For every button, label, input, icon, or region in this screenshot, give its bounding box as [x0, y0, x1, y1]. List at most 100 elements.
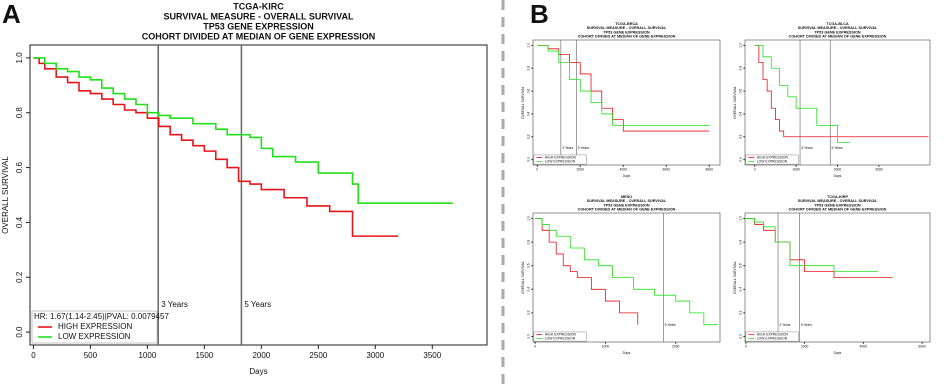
- x-tick-label: 0: [534, 345, 536, 349]
- y-axis-label: OVERALL SURVIVAL: [733, 86, 737, 119]
- year-marker-label: 3 Years: [161, 300, 188, 309]
- year-marker-label: 5 Years: [578, 146, 590, 150]
- legend-label: HIGH EXPRESSION: [545, 332, 577, 336]
- year-marker-label: 5 Years: [244, 300, 271, 309]
- legend-label: HIGH EXPRESSION: [757, 155, 789, 159]
- y-axis-label: OVERALL SURVIVAL: [733, 261, 737, 294]
- x-tick-label: 2000: [834, 168, 842, 172]
- legend-label: HIGH EXPRESSION: [545, 155, 577, 159]
- x-tick-label: 0: [754, 168, 756, 172]
- y-tick-label: 0.8: [739, 240, 743, 245]
- chart-title: TCGA-BLCA: [826, 22, 849, 26]
- chart-title: COHORT DIVIDED AT MEDIAN OF GENE EXPRESS…: [789, 35, 887, 39]
- chart-title: COHORT DIVIDED AT MEDIAN OF GENE EXPRESS…: [578, 35, 676, 39]
- chart-title: SURVIVAL MEASURE - OVERALL SURVIVAL: [587, 199, 667, 203]
- y-tick-label: 0.8: [527, 240, 531, 245]
- chart-title: SURVIVAL MEASURE - OVERALL SURVIVAL: [798, 26, 878, 30]
- x-axis-label: Days: [623, 174, 631, 178]
- x-tick-label: 1500: [195, 351, 213, 360]
- legend-box: [31, 310, 158, 344]
- x-axis-label: Days: [834, 174, 842, 178]
- x-tick-label: 1000: [138, 351, 156, 360]
- y-tick-label: 1.0: [739, 216, 743, 221]
- year-marker-label: 3 Years: [562, 146, 574, 150]
- legend-label: LOW EXPRESSION: [545, 337, 576, 341]
- x-axis-label: Days: [623, 351, 631, 355]
- y-tick-label: 0.0: [527, 157, 531, 162]
- y-axis-label: OVERALL SURVIVAL: [1, 156, 10, 234]
- y-tick-label: 0.2: [15, 271, 24, 283]
- panel-label: B: [530, 0, 549, 29]
- legend-label: LOW EXPRESSION: [757, 337, 788, 341]
- x-tick-label: 500: [84, 351, 98, 360]
- chart-title: TP53 GENE EXPRESSION: [203, 21, 314, 31]
- x-tick-label: 2500: [309, 351, 327, 360]
- plot-frame: [29, 44, 488, 346]
- legend-label: HIGH EXPRESSION: [58, 322, 132, 331]
- chart-title: SURVIVAL MEASURE - OVERALL SURVIVAL: [587, 26, 667, 30]
- x-tick-label: 2000: [252, 351, 270, 360]
- legend-box: [745, 154, 799, 165]
- year-marker-label: 3 Years: [801, 146, 813, 150]
- chart-title: COHORT DIVIDED AT MEDIAN OF GENE EXPRESS…: [789, 208, 887, 212]
- x-tick-label: 2000: [577, 168, 585, 172]
- y-tick-label: 0.4: [15, 216, 24, 228]
- x-tick-label: 2000: [801, 345, 809, 349]
- chart-title: SURVIVAL MEASURE - OVERALL SURVIVAL: [163, 11, 354, 21]
- y-tick-label: 0.0: [739, 157, 743, 162]
- year-marker-label: 5 Years: [832, 146, 844, 150]
- x-tick-label: 0: [745, 345, 747, 349]
- year-marker-label: 3 Years: [779, 323, 791, 327]
- chart-title: COHORT DIVIDED AT MEDIAN OF GENE EXPRESS…: [142, 31, 376, 41]
- chart-title: SURVIVAL MEASURE - OVERALL SURVIVAL: [798, 199, 878, 203]
- x-tick-label: 6000: [918, 345, 926, 349]
- legend-box: [533, 331, 587, 342]
- x-tick-label: 1000: [792, 168, 800, 172]
- x-tick-label: 8000: [706, 168, 714, 172]
- y-tick-label: 1.0: [15, 52, 24, 64]
- chart-title: TP53 GENE EXPRESSION: [603, 203, 650, 207]
- chart-title: TCGA-KIRC: [233, 1, 284, 11]
- chart-title: MESO: [621, 195, 632, 199]
- y-tick-label: 0.4: [527, 111, 531, 116]
- chart-title: TP53 GENE EXPRESSION: [814, 203, 861, 207]
- legend-box: [533, 154, 587, 165]
- legend-label: LOW EXPRESSION: [757, 160, 788, 164]
- y-tick-label: 0.4: [739, 287, 743, 292]
- survival-curve: [754, 44, 850, 143]
- chart-title: TP53 GENE EXPRESSION: [603, 30, 650, 34]
- x-tick-label: 6000: [663, 168, 671, 172]
- x-tick-label: 4000: [860, 345, 868, 349]
- y-tick-label: 0.6: [527, 89, 531, 94]
- x-tick-label: 3500: [423, 351, 441, 360]
- plot-frame: [532, 212, 721, 343]
- survival-curve: [535, 218, 639, 325]
- y-tick-label: 0.4: [739, 111, 743, 116]
- y-tick-label: 0.2: [527, 310, 531, 315]
- y-tick-label: 1.0: [739, 43, 743, 48]
- panel-label: A: [2, 0, 21, 29]
- survival-curve: [33, 57, 399, 237]
- x-tick-label: 3000: [875, 168, 883, 172]
- plot-frame: [744, 212, 931, 343]
- y-tick-label: 0.8: [739, 66, 743, 71]
- y-tick-label: 0.0: [527, 334, 531, 339]
- legend-label: LOW EXPRESSION: [545, 160, 576, 164]
- y-tick-label: 1.0: [527, 216, 531, 221]
- legend-label: LOW EXPRESSION: [58, 332, 131, 341]
- x-tick-label: 0: [31, 351, 36, 360]
- plot-frame: [532, 39, 721, 166]
- y-tick-label: 0.4: [527, 287, 531, 292]
- y-tick-label: 0.8: [15, 107, 24, 119]
- y-tick-label: 0.6: [739, 263, 743, 268]
- y-tick-label: 0.2: [527, 134, 531, 139]
- x-tick-label: 3000: [366, 351, 384, 360]
- y-tick-label: 0.0: [15, 326, 24, 338]
- legend-box: [745, 331, 799, 342]
- y-tick-label: 0.8: [527, 66, 531, 71]
- y-tick-label: 0.0: [739, 334, 743, 339]
- year-marker-label: 5 Years: [665, 323, 677, 327]
- survival-curve: [537, 44, 710, 132]
- x-tick-label: 4000: [620, 168, 628, 172]
